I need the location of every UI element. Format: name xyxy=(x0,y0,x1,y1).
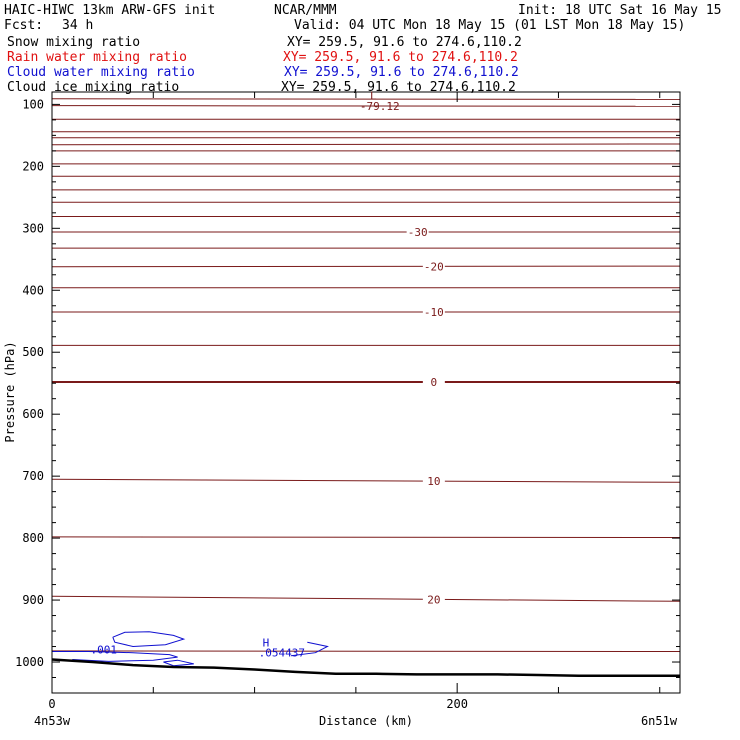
init-time: Init: 18 UTC Sat 16 May 15 xyxy=(518,3,722,18)
contour-label-bg xyxy=(422,593,445,606)
model-title: HAIC-HIWC 13km ARW-GFS init xyxy=(4,3,216,18)
terrain-surface xyxy=(51,658,680,677)
cloud-water-contour-1 xyxy=(52,651,178,662)
temperature-contour-14 xyxy=(51,265,681,268)
temperature-contour-0 xyxy=(51,98,681,100)
y-tick-label: 900 xyxy=(22,593,44,607)
contour-label: -30 xyxy=(408,226,428,239)
y-axis-label: Pressure (hPa) xyxy=(3,341,17,442)
terrain-line xyxy=(51,658,680,677)
contour-label-bg xyxy=(422,260,445,273)
annotation-1: -79.12 xyxy=(360,100,400,113)
y-tick-label: 100 xyxy=(22,97,44,111)
cloud-water-contour-2 xyxy=(163,659,194,667)
annotation-2: .001 xyxy=(90,643,117,656)
x-axis-label: Distance (km) xyxy=(319,714,413,728)
temperature-contour-22 xyxy=(51,650,681,652)
contour-label: 20 xyxy=(427,593,440,606)
cloud-water-contours xyxy=(52,631,329,667)
temperature-contour-19 xyxy=(51,478,681,483)
cloud-water-contour-0 xyxy=(112,631,186,648)
contour-label-bg xyxy=(422,375,445,388)
annotation-3: H xyxy=(263,637,270,650)
contour-label-bg xyxy=(422,475,445,488)
forecast-label: Fcst: xyxy=(4,18,44,33)
y-tick-label: 800 xyxy=(22,531,44,545)
contour-label-bg xyxy=(422,305,445,318)
y-tick-label: 1000 xyxy=(15,655,44,669)
y-tick-label: 500 xyxy=(22,345,44,359)
annotation-4: .054437 xyxy=(259,646,305,659)
field-name-cloud-ice: Cloud ice mixing ratio xyxy=(7,80,180,95)
x-end-location: 6n51w xyxy=(641,714,678,728)
contour-label: -10 xyxy=(424,306,444,319)
org-label: NCAR/MMM xyxy=(274,3,337,18)
temperature-contour-1 xyxy=(51,105,681,107)
forecast-hours: 34 h xyxy=(62,18,94,33)
contour-labels: -30 -20 -10 0 10 20 L-79.12 .001 H.054437 xyxy=(90,89,445,659)
temperature-contours xyxy=(51,98,681,652)
annotation-0: L xyxy=(370,89,377,102)
field-xy-snow: XY= 259.5, 91.6 to 274.6,110.2 xyxy=(287,35,522,50)
contour-label: -20 xyxy=(424,260,444,273)
field-xy-cloud-water: XY= 259.5, 91.6 to 274.6,110.2 xyxy=(284,65,519,80)
contour-label-bg xyxy=(406,226,429,239)
field-name-snow: Snow mixing ratio xyxy=(7,35,141,50)
y-tick-label: 600 xyxy=(22,407,44,421)
field-xy-rain: XY= 259.5, 91.6 to 274.6,110.2 xyxy=(283,50,518,65)
y-tick-label: 700 xyxy=(22,469,44,483)
temperature-contour-20 xyxy=(51,536,681,538)
y-tick-label: 200 xyxy=(22,159,44,173)
field-name-cloud-water: Cloud water mixing ratio xyxy=(7,65,195,80)
x-tick-label: 0 xyxy=(48,697,55,711)
valid-time: Valid: 04 UTC Mon 18 May 15 (01 LST Mon … xyxy=(294,18,686,33)
plot-frame xyxy=(51,91,681,694)
x-start-location: 4n53w xyxy=(34,714,71,728)
y-tick-label: 300 xyxy=(22,221,44,235)
field-xy-cloud-ice: XY= 259.5, 91.6 to 274.6,110.2 xyxy=(281,80,516,95)
y-tick-label: 400 xyxy=(22,283,44,297)
temperature-contour-21 xyxy=(51,595,681,602)
contour-label: 0 xyxy=(431,376,438,389)
cloud-water-contour-3 xyxy=(290,641,329,657)
x-tick-label: 200 xyxy=(446,697,468,711)
contour-label: 10 xyxy=(427,475,440,488)
field-name-rain: Rain water mixing ratio xyxy=(7,50,188,65)
temperature-contour-5 xyxy=(51,143,681,146)
